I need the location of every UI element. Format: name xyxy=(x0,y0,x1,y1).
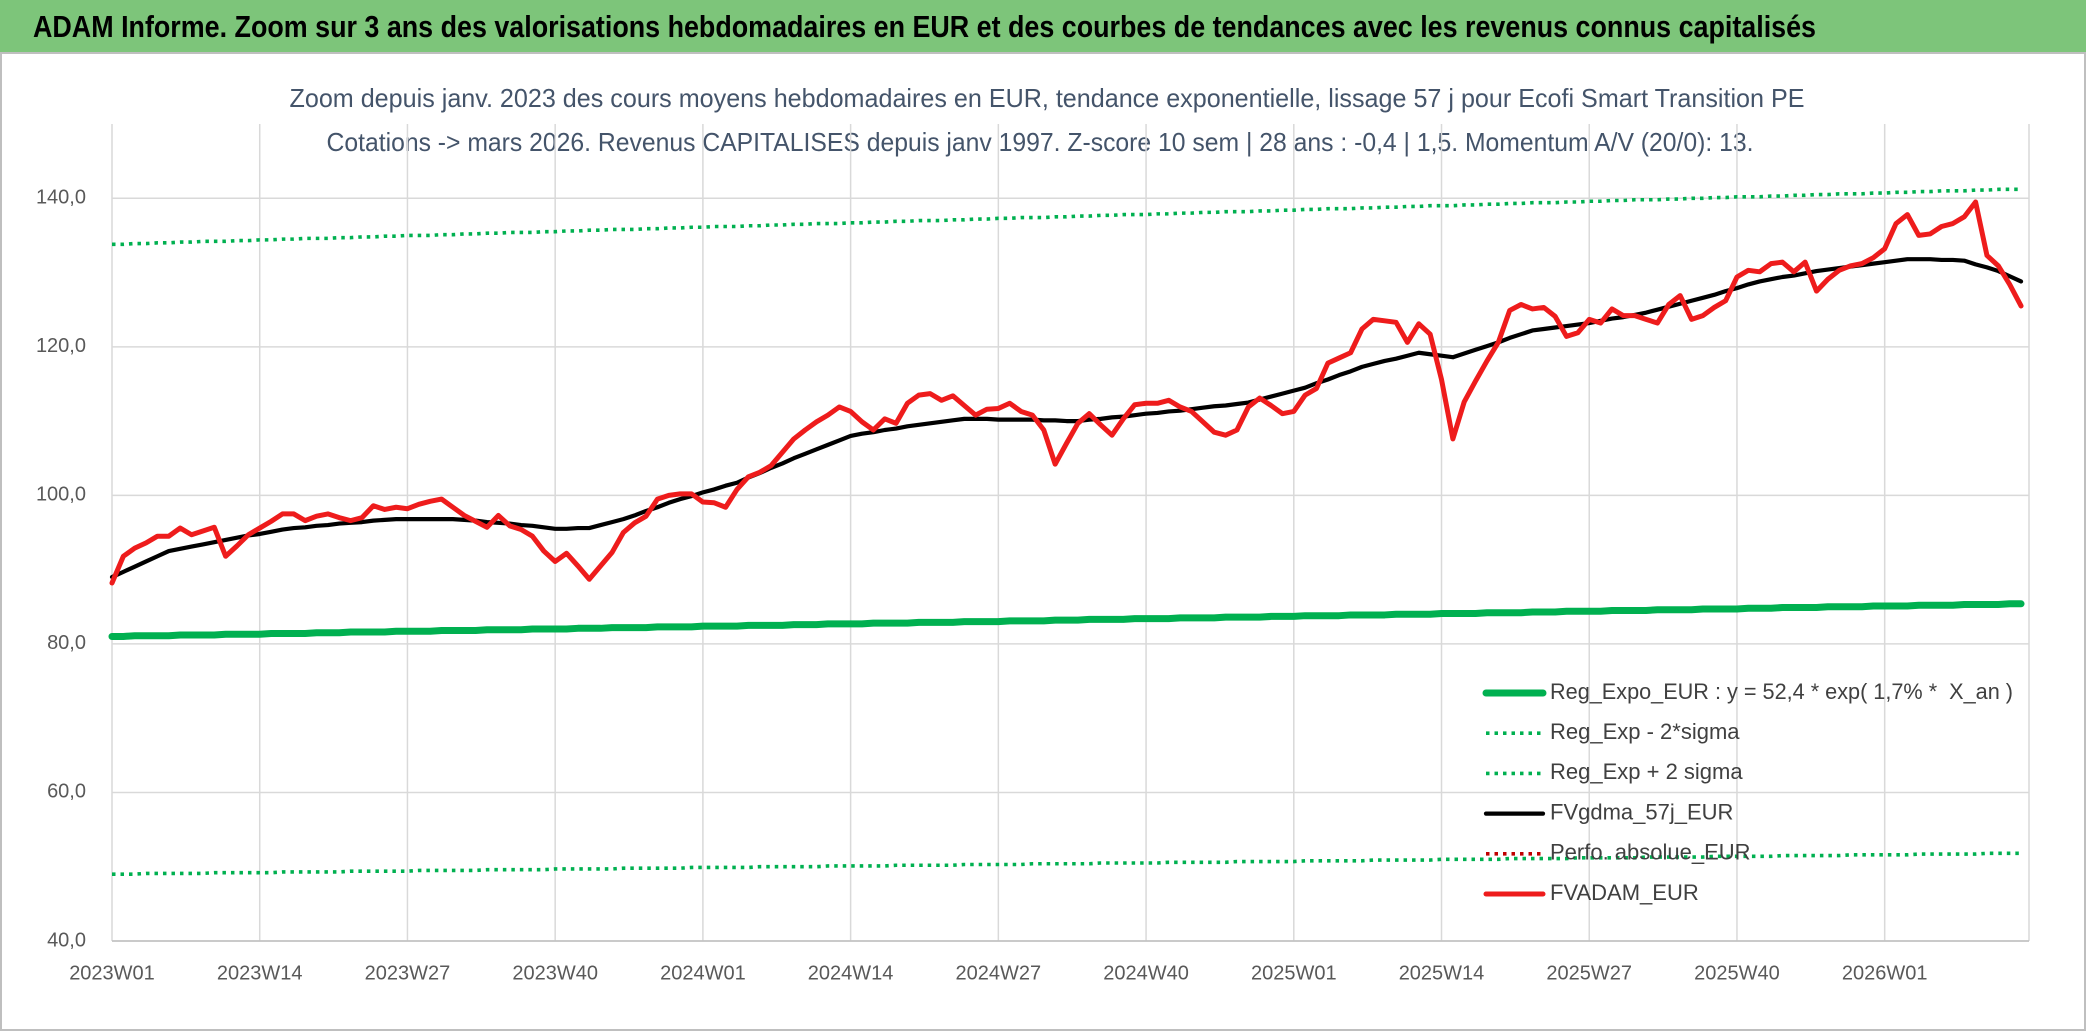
x-tick-label: 2025W27 xyxy=(1546,962,1632,984)
chart-subtitle: Cotations -> mars 2026. Revenus CAPITALI… xyxy=(327,127,1754,157)
x-tick-label: 2024W14 xyxy=(808,962,894,984)
x-tick-label: 2024W01 xyxy=(660,962,746,984)
x-tick-label: 2026W01 xyxy=(1842,962,1928,984)
grid: 40,0 60,0 80,0 100,0 120,0 140,0 2023W01 2023W1… xyxy=(36,124,2030,984)
header-banner xyxy=(0,0,2086,53)
x-tick-label: 2025W01 xyxy=(1251,962,1337,984)
chart-frame xyxy=(0,52,2086,1031)
y-tick-label: 100,0 xyxy=(36,484,86,506)
series-line xyxy=(112,187,2022,247)
x-tick-label: 2025W40 xyxy=(1694,962,1780,984)
legend-label: Reg_Expo_EUR : y = 52,4 * exp( 1,7% * X_… xyxy=(1550,679,2013,704)
legend-label: Perfo. absolue_EUR xyxy=(1550,840,1751,865)
legend-label: Reg_Exp + 2 sigma xyxy=(1550,759,1743,784)
series-line xyxy=(112,851,2022,876)
series-line xyxy=(109,257,2024,580)
y-tick-label: 80,0 xyxy=(47,632,86,654)
legend-label: FVgdma_57j_EUR xyxy=(1550,799,1733,824)
series-line xyxy=(108,600,2025,640)
legend: Reg_Expo_EUR : y = 52,4 * exp( 1,7% * X_… xyxy=(1482,679,2013,905)
y-tick-label: 40,0 xyxy=(47,929,86,951)
chart-title: Zoom depuis janv. 2023 des cours moyens … xyxy=(290,83,1805,113)
series-line xyxy=(109,199,2024,586)
x-tick-label: 2023W14 xyxy=(217,962,303,984)
y-tick-label: 60,0 xyxy=(47,781,86,803)
x-tick-label: 2023W27 xyxy=(365,962,451,984)
header-title: ADAM Informe. Zoom sur 3 ans des valoris… xyxy=(33,9,1816,44)
legend-label: Reg_Exp - 2*sigma xyxy=(1550,719,1740,744)
plot-lines xyxy=(108,187,2025,876)
y-tick-label: 120,0 xyxy=(36,335,86,357)
x-tick-label: 2024W40 xyxy=(1103,962,1189,984)
legend-label: FVADAM_EUR xyxy=(1550,880,1699,905)
x-tick-label: 2023W01 xyxy=(69,962,155,984)
x-tick-label: 2024W27 xyxy=(956,962,1042,984)
y-tick-label: 140,0 xyxy=(36,187,86,209)
x-tick-label: 2025W14 xyxy=(1399,962,1485,984)
x-tick-label: 2023W40 xyxy=(512,962,598,984)
